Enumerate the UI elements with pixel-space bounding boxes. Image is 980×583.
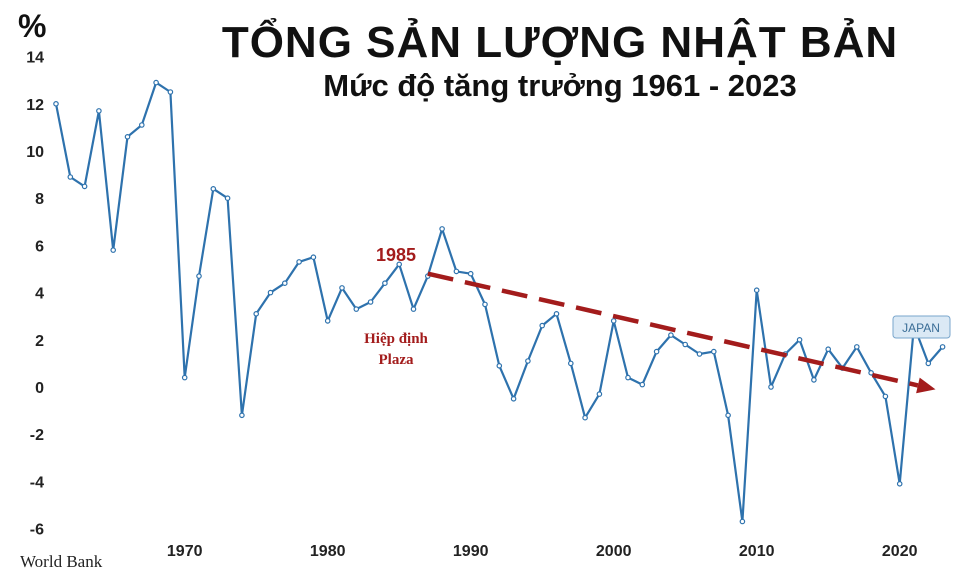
data-point	[139, 122, 145, 128]
data-point	[367, 299, 374, 305]
data-point	[525, 358, 531, 364]
y-tick-label: 0	[35, 380, 44, 397]
data-point	[582, 414, 588, 421]
y-tick-label: 8	[35, 191, 44, 208]
data-point	[639, 381, 646, 388]
data-point	[224, 195, 231, 202]
data-point	[496, 362, 503, 369]
data-point	[668, 332, 674, 338]
data-point	[682, 341, 689, 348]
data-point	[725, 412, 731, 419]
data-point	[939, 344, 946, 350]
y-tick-label: 4	[35, 286, 44, 303]
data-point	[253, 310, 260, 317]
source-label: World Bank	[20, 552, 103, 571]
y-tick-label: 12	[26, 97, 44, 114]
annotation-plaza-line2: Plaza	[379, 352, 414, 368]
chart-title: TỔNG SẢN LƯỢNG NHẬT BẢN	[221, 18, 899, 67]
data-point	[596, 391, 603, 397]
data-point	[653, 348, 660, 355]
trend-line	[427, 271, 919, 388]
data-point	[296, 259, 302, 265]
data-point	[553, 310, 560, 317]
data-point	[882, 393, 889, 400]
data-point	[453, 268, 460, 275]
data-point	[110, 247, 117, 253]
data-point	[539, 322, 546, 329]
data-point	[825, 346, 832, 353]
data-point	[167, 89, 174, 95]
annotation-year-1985: 1985	[376, 245, 416, 265]
data-point	[753, 287, 760, 294]
data-point	[124, 134, 131, 140]
x-tick-label: 1970	[167, 543, 203, 560]
data-point	[353, 306, 360, 312]
x-tick-label: 2010	[739, 543, 775, 560]
data-point	[625, 374, 631, 381]
data-point	[739, 518, 746, 525]
x-tick-label: 1980	[310, 543, 346, 560]
y-tick-label: -4	[30, 474, 44, 491]
data-point	[811, 377, 817, 383]
data-point	[181, 374, 188, 381]
data-point	[153, 79, 159, 86]
x-tick-label: 1990	[453, 543, 489, 560]
data-point	[396, 261, 403, 268]
legend-label-japan: JAPAN	[902, 321, 940, 335]
y-tick-label: 6	[35, 238, 44, 255]
data-point	[768, 384, 774, 390]
data-point	[925, 360, 932, 367]
x-tick-label: 2020	[882, 543, 918, 560]
data-point	[196, 273, 202, 279]
data-point	[567, 360, 574, 367]
series-line-japan	[54, 81, 944, 523]
data-point	[53, 101, 59, 107]
data-point	[339, 285, 345, 291]
data-point	[439, 226, 445, 232]
chart-subtitle: Mức độ tăng trưởng 1961 - 2023	[323, 68, 797, 103]
y-tick-label: -2	[30, 427, 44, 444]
x-tick-label: 2000	[596, 543, 632, 560]
legend-box	[892, 315, 951, 339]
data-point	[81, 183, 88, 190]
annotation-plaza-line1: Hiệp định	[364, 331, 428, 347]
data-point	[239, 412, 245, 419]
data-point	[853, 344, 860, 350]
y-tick-label: 10	[26, 144, 44, 161]
data-point	[96, 108, 102, 114]
y-tick-label: -6	[30, 522, 44, 539]
data-point	[796, 336, 803, 343]
y-axis-unit: %	[18, 8, 47, 44]
data-point	[510, 395, 517, 402]
data-point	[324, 318, 331, 324]
data-point	[710, 348, 717, 355]
y-tick-label: 14	[26, 50, 44, 67]
data-point	[410, 306, 417, 312]
trend-arrowhead	[916, 377, 936, 394]
data-point	[482, 301, 488, 308]
data-point	[896, 480, 903, 487]
data-point	[868, 369, 874, 376]
data-point	[696, 351, 703, 357]
data-point	[610, 318, 617, 324]
data-point	[310, 254, 317, 261]
data-point	[210, 186, 217, 192]
data-point	[467, 270, 474, 277]
data-point	[67, 174, 74, 180]
data-point	[382, 280, 388, 287]
data-point	[281, 280, 288, 287]
y-tick-label: 2	[35, 333, 44, 350]
data-point	[267, 289, 274, 296]
